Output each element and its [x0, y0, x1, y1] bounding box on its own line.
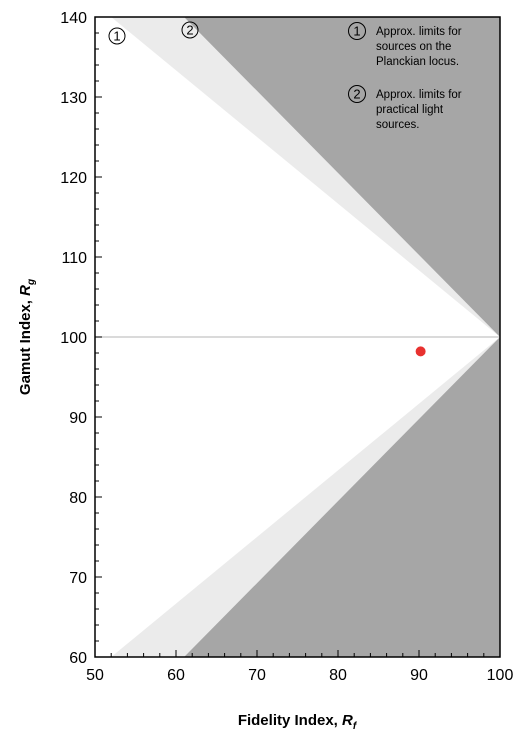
x-tick-label: 70 — [248, 667, 266, 684]
y-tick-label: 120 — [60, 170, 87, 187]
legend-entry-2-line-2: practical light — [376, 104, 444, 116]
x-tick-label: 90 — [410, 667, 428, 684]
legend-entry-1-circle — [348, 22, 366, 40]
legend: 1 Approx. limits for sources on the Plancki… — [348, 22, 462, 131]
legend-entry-1-line-1: Approx. limits for — [376, 26, 462, 38]
y-tick-label: 140 — [60, 10, 87, 27]
y-tick-label: 90 — [69, 410, 87, 427]
legend-entry-1-line-2: sources on the — [376, 41, 451, 53]
legend-entry-1-number: 1 — [353, 24, 360, 39]
legend-entry-2-line-3: sources. — [376, 119, 419, 131]
region-2-marker: 2 — [181, 21, 199, 39]
region-2-marker-circle — [181, 21, 199, 39]
y-tick-label: 60 — [69, 650, 87, 667]
y-tick-label: 80 — [69, 490, 87, 507]
x-tick-label: 50 — [86, 667, 104, 684]
region-1-marker-text: 1 — [113, 29, 120, 44]
y-tick-label: 130 — [60, 90, 87, 107]
y-tick-label: 100 — [60, 330, 87, 347]
x-tick-label: 60 — [167, 667, 185, 684]
region-1-marker-circle — [108, 27, 126, 45]
x-tick-label: 80 — [329, 667, 347, 684]
legend-entry-2-number: 2 — [353, 87, 360, 102]
x-tick-label: 100 — [487, 667, 514, 684]
legend-entry-1-line-3: Planckian locus. — [376, 56, 459, 68]
legend-entry-2-circle — [348, 85, 366, 103]
region-1-marker: 1 — [108, 27, 126, 45]
region-2-marker-text: 2 — [186, 23, 193, 38]
legend-entry-2-line-1: Approx. limits for — [376, 89, 462, 101]
y-tick-label: 70 — [69, 570, 87, 587]
x-axis-title: Fidelity Index, Rf — [238, 712, 358, 732]
plot-area — [95, 17, 500, 657]
data-point-0 — [415, 346, 426, 357]
y-axis-title: Gamut Index, Rg — [17, 279, 37, 395]
y-tick-label: 110 — [61, 250, 87, 267]
